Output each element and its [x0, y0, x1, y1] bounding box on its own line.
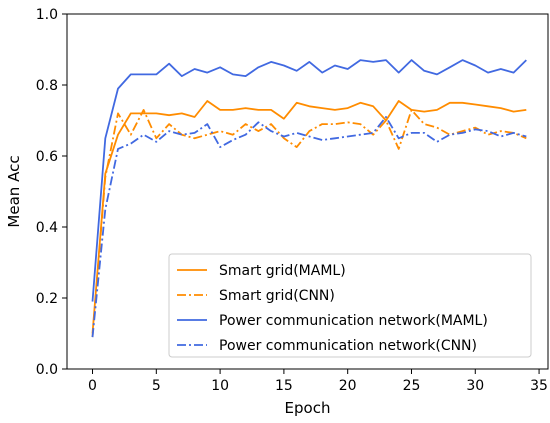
series-line-1: [91, 100, 527, 334]
y-axis-label: Mean Acc: [5, 155, 23, 227]
ticks-layer: 0 5 10 15 20 25 30 35 0.0 0.2 0.4 0.6 0.8 1.0: [36, 7, 548, 394]
series-layer: [91, 59, 527, 338]
series-line-4: [91, 116, 527, 338]
series-line-3: [91, 59, 527, 302]
x-tick-label: 5: [152, 378, 161, 394]
x-tick-label: 15: [275, 378, 293, 394]
plot-frame: [66, 13, 549, 370]
legend-label-1: Smart grid(MAML): [219, 263, 346, 279]
x-tick-label: 20: [339, 378, 357, 394]
y-tick-label: 0.2: [36, 291, 58, 307]
legend-label-4: Power communication network(CNN): [219, 338, 477, 354]
x-tick-label: 30: [466, 378, 484, 394]
y-tick-label: 0.4: [36, 220, 58, 236]
y-tick-label: 1.0: [36, 7, 58, 23]
x-tick-label: 0: [88, 378, 97, 394]
x-axis-label: Epoch: [285, 399, 331, 417]
series-line-2: [91, 109, 527, 338]
y-tick-label: 0.8: [36, 78, 58, 94]
legend-frame: [168, 253, 532, 358]
legend-label-2: Smart grid(CNN): [219, 288, 335, 304]
y-tick-label: 0.0: [36, 362, 58, 378]
legend-entries: Smart grid(MAML) Smart grid(CNN) Power com…: [177, 263, 488, 354]
x-tick-label: 10: [211, 378, 229, 394]
x-tick-label: 35: [530, 378, 548, 394]
x-tick-label: 25: [403, 378, 421, 394]
legend: Smart grid(MAML) Smart grid(CNN) Power com…: [168, 253, 532, 358]
y-tick-label: 0.6: [36, 149, 58, 165]
legend-label-3: Power communication network(MAML): [219, 313, 488, 329]
